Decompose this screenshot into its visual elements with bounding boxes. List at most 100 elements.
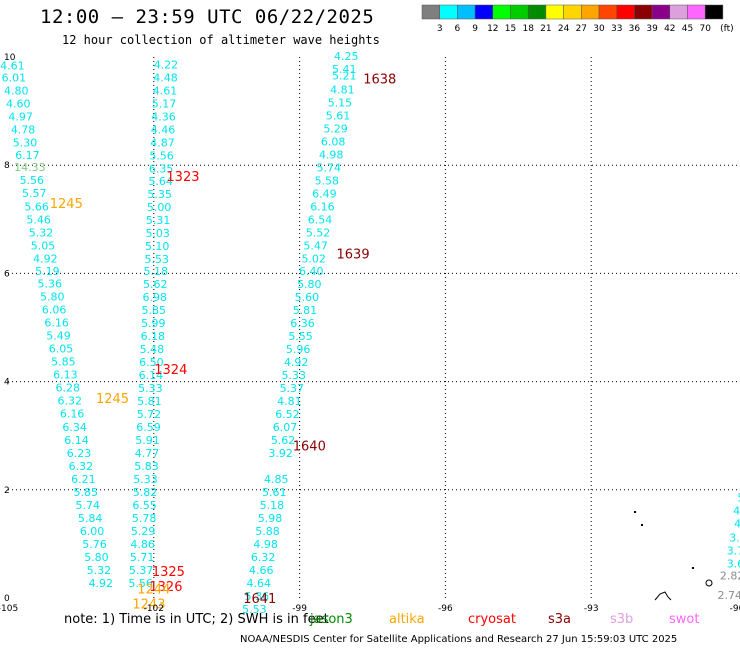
wave-height-value: 4.46: [151, 123, 176, 136]
wave-height-value: 4.86: [130, 538, 155, 551]
color-swatch: [474, 4, 494, 20]
wave-height-value: 5.99: [141, 317, 166, 330]
color-scale-label: 6: [455, 24, 461, 34]
wave-height-value: 4.66: [249, 564, 274, 577]
wave-height-value: 5.81: [293, 304, 318, 317]
wave-height-value: 6.13: [53, 369, 78, 382]
color-swatch: [492, 4, 511, 20]
wave-height-value: 5.80: [84, 551, 109, 564]
color-scale-label: 12: [487, 24, 498, 34]
island-dot: [692, 567, 694, 569]
wave-height-value: 5.18: [260, 499, 285, 512]
wave-height-value: 2.82: [720, 569, 740, 582]
wave-height-value: 5.31: [146, 214, 171, 227]
wave-height-value: 5.62: [143, 278, 168, 291]
satellite-legend-item: cryosat: [468, 612, 516, 627]
wave-height-value: 5.60: [295, 291, 320, 304]
wave-height-value: 6.06: [42, 304, 67, 317]
wave-height-value: 5.47: [303, 239, 328, 252]
wave-height-value: 6.40: [299, 265, 324, 278]
wave-height-value: 6.16: [44, 317, 69, 330]
wave-height-value: 4.81: [277, 395, 302, 408]
wave-height-value: 5.00: [147, 201, 172, 214]
wave-height-value: 5.83: [134, 460, 159, 473]
wave-height-value: 6.14: [64, 434, 89, 447]
wave-height-value: 6.36: [290, 317, 315, 330]
wave-height-value: 6.16: [60, 408, 85, 421]
wave-height-value: 4.92: [33, 252, 58, 265]
pass-time-label: 1638: [363, 73, 396, 88]
wave-height-value: 5.81: [137, 395, 162, 408]
axis-tick-labels: -105 -102 -99 -96 -93 -90 0 2 4 6 8 10: [0, 53, 740, 614]
wave-height-value: 5.05: [31, 239, 56, 252]
wave-height-value: 5.78: [132, 512, 157, 525]
wave-height-value: 4.85: [264, 473, 289, 486]
color-swatch: [669, 4, 688, 20]
color-swatch: [581, 4, 600, 20]
wave-height-value: 5.17: [152, 98, 177, 111]
island-dot: [634, 511, 636, 513]
wave-height-value: 5.58: [315, 174, 340, 187]
wave-height-value: 5.56: [149, 149, 174, 162]
pass-time-label: 1324: [154, 363, 187, 378]
wave-height-value: 5.33: [282, 369, 307, 382]
wave-height-value: 6.07: [273, 421, 298, 434]
color-scale-label: 18: [522, 24, 534, 34]
wave-height-value: 5.33: [138, 382, 163, 395]
wave-height-value: 3.66: [727, 557, 740, 570]
wave-height-value: 6.54: [308, 213, 333, 226]
wave-height-value: 6.32: [69, 460, 94, 473]
wave-height-value: 5.64: [148, 175, 173, 188]
wave-height-value: 5.61: [326, 109, 351, 122]
wave-height-value: 6.59: [136, 421, 161, 434]
x-tick-label: -99: [292, 604, 307, 614]
wave-height-value: 5.30: [13, 136, 38, 149]
wave-height-value: 5.29: [131, 525, 156, 538]
map-grid: [8, 57, 737, 598]
wave-height-value: 5.36: [245, 590, 270, 603]
wave-height-value: 6.55: [132, 499, 157, 512]
altimeter-tracks: 4.616.014.804.604.974.785.306.175.565.57…: [0, 50, 740, 616]
x-tick-label: -90: [730, 604, 740, 614]
color-scale-label: 33: [611, 24, 622, 34]
color-swatch: [439, 4, 458, 20]
wave-height-value: 4.80: [4, 85, 29, 98]
wave-height-value: 3.76: [727, 544, 740, 557]
wave-height-value: 2.74: [717, 589, 740, 602]
wave-height-value: 5.49: [46, 330, 71, 343]
wave-height-value: 6.08: [321, 135, 346, 148]
pass-time-label: 1640: [293, 439, 326, 454]
color-scale-label: 30: [593, 24, 605, 34]
footer-credit: NOAA/NESDIS Center for Satellite Applica…: [240, 634, 678, 645]
wave-height-value: 5.62: [271, 434, 296, 447]
wave-height-value: 4.61: [0, 60, 25, 73]
wave-height-value: 6.49: [312, 187, 337, 200]
wave-height-value: 6.32: [57, 395, 82, 408]
wave-height-value: 4.48: [153, 72, 178, 85]
wave-height-value: 4.98: [319, 148, 344, 161]
wave-height-value: 5.76: [82, 538, 107, 551]
wave-height-value: 4.9: [733, 504, 740, 517]
map-subtitle: 12 hour collection of altimeter wave hei…: [62, 33, 380, 47]
satellite-legend-item: s3b: [610, 612, 634, 627]
wave-height-value: 14.33: [14, 161, 46, 174]
wave-height-value: 6.98: [143, 291, 168, 304]
color-swatch: [598, 4, 617, 20]
wave-height-value: 5.37: [129, 564, 154, 577]
wave-height-value: 6.52: [275, 408, 300, 421]
wave-height-value: 5.46: [26, 213, 51, 226]
wave-height-value: 5.32: [87, 564, 112, 577]
footer-note: note: 1) Time is in UTC; 2) SWH is in fe…: [64, 612, 329, 627]
wave-height-value: 5.66: [24, 200, 49, 213]
wave-height-value: 5.72: [137, 408, 162, 421]
color-swatch: [510, 4, 529, 20]
x-tick-label: -102: [144, 604, 164, 614]
wave-height-value: 5.32: [29, 226, 54, 239]
color-scale-bar: 3 6 9 12 15 18 21 24 27 30 33 36 39 42 45 70 (ft): [421, 4, 734, 34]
color-scale-label: (ft): [720, 24, 734, 34]
pass-time-label: 1244: [137, 582, 170, 597]
wave-height-value: 5.02: [301, 252, 326, 265]
wave-height-value: 5.55: [288, 330, 313, 343]
color-swatch: [634, 4, 653, 20]
